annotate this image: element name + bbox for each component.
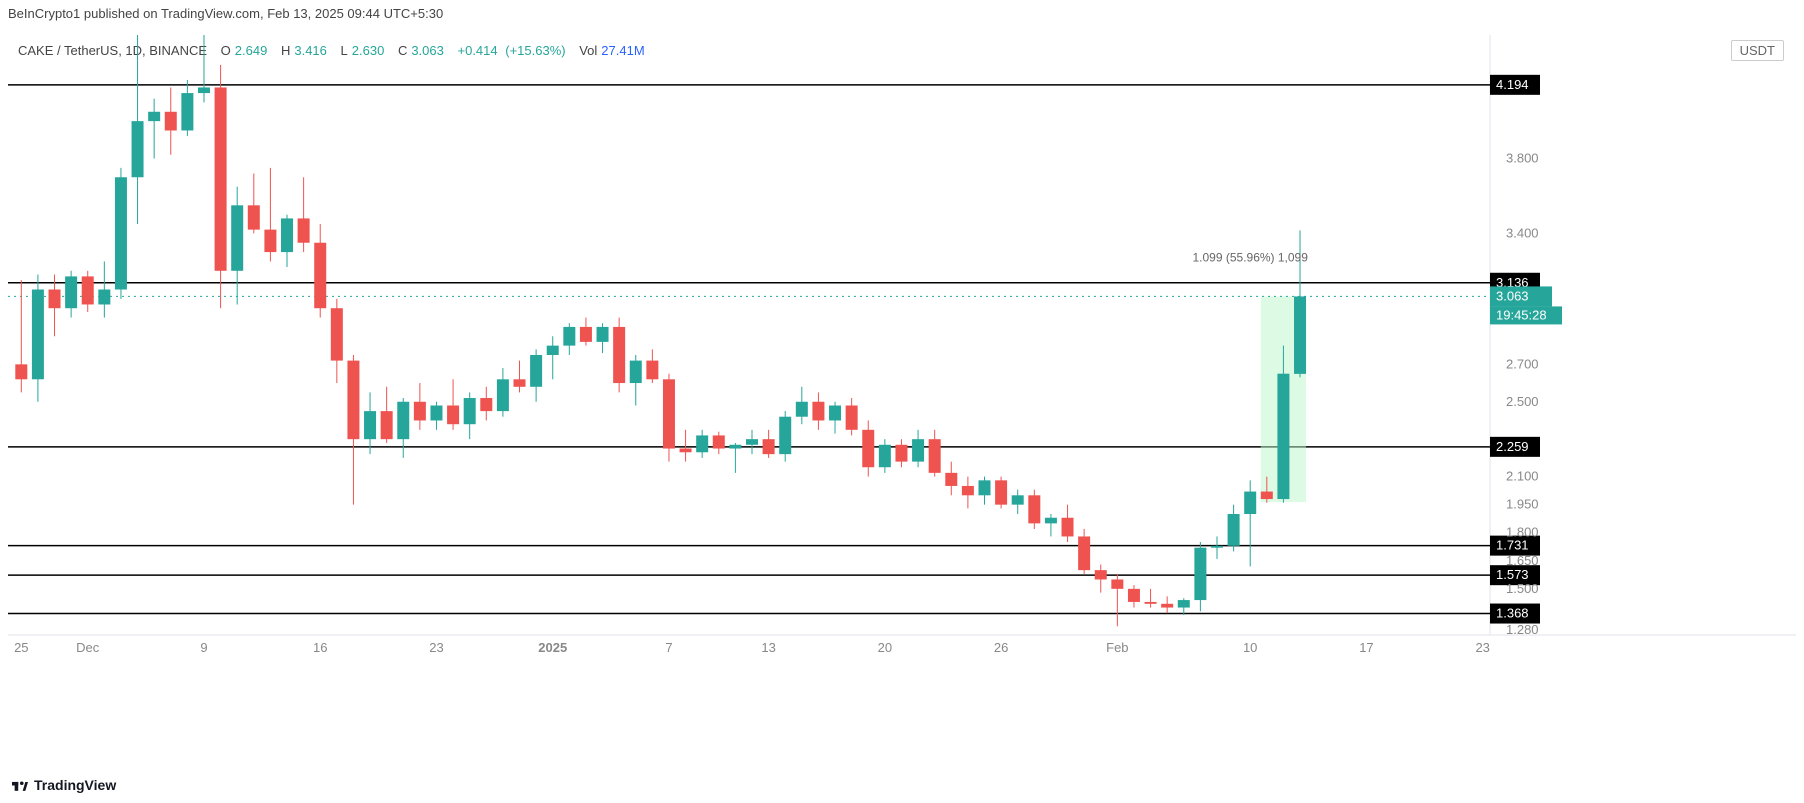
svg-text:9: 9	[200, 640, 207, 655]
svg-text:Feb: Feb	[1106, 640, 1128, 655]
tradingview-logo-icon	[12, 779, 28, 792]
svg-text:2.100: 2.100	[1506, 469, 1539, 484]
svg-text:2.259: 2.259	[1496, 439, 1529, 454]
svg-text:2.700: 2.700	[1506, 356, 1539, 371]
svg-text:1.731: 1.731	[1496, 538, 1529, 553]
svg-text:3.400: 3.400	[1506, 225, 1539, 240]
svg-text:1.950: 1.950	[1506, 497, 1539, 512]
svg-text:19:45:28: 19:45:28	[1496, 307, 1547, 322]
svg-text:1.800: 1.800	[1506, 525, 1539, 540]
svg-text:1.368: 1.368	[1496, 606, 1529, 621]
publish-note: BeInCrypto1 published on TradingView.com…	[8, 6, 443, 21]
svg-text:4.194: 4.194	[1496, 77, 1529, 92]
svg-text:2.500: 2.500	[1506, 394, 1539, 409]
svg-text:1.500: 1.500	[1506, 581, 1539, 596]
svg-text:2025: 2025	[538, 640, 567, 655]
svg-text:1.280: 1.280	[1506, 622, 1539, 637]
svg-text:1.650: 1.650	[1506, 553, 1539, 568]
svg-text:25: 25	[14, 640, 28, 655]
tradingview-brand: TradingView	[12, 777, 116, 793]
svg-text:7: 7	[665, 640, 672, 655]
svg-text:1.099 (55.96%) 1,099: 1.099 (55.96%) 1,099	[1192, 250, 1308, 264]
brand-text: TradingView	[34, 777, 116, 793]
svg-text:23: 23	[1475, 640, 1489, 655]
svg-text:3.063: 3.063	[1496, 288, 1529, 303]
svg-text:17: 17	[1359, 640, 1373, 655]
svg-text:13: 13	[761, 640, 775, 655]
svg-text:Dec: Dec	[76, 640, 100, 655]
svg-text:10: 10	[1243, 640, 1257, 655]
svg-text:16: 16	[313, 640, 327, 655]
svg-text:26: 26	[994, 640, 1008, 655]
price-chart[interactable]: 4.1943.1362.2591.7311.5731.3683.06319:45…	[8, 35, 1796, 675]
svg-text:20: 20	[878, 640, 892, 655]
svg-text:23: 23	[429, 640, 443, 655]
svg-text:3.800: 3.800	[1506, 151, 1539, 166]
